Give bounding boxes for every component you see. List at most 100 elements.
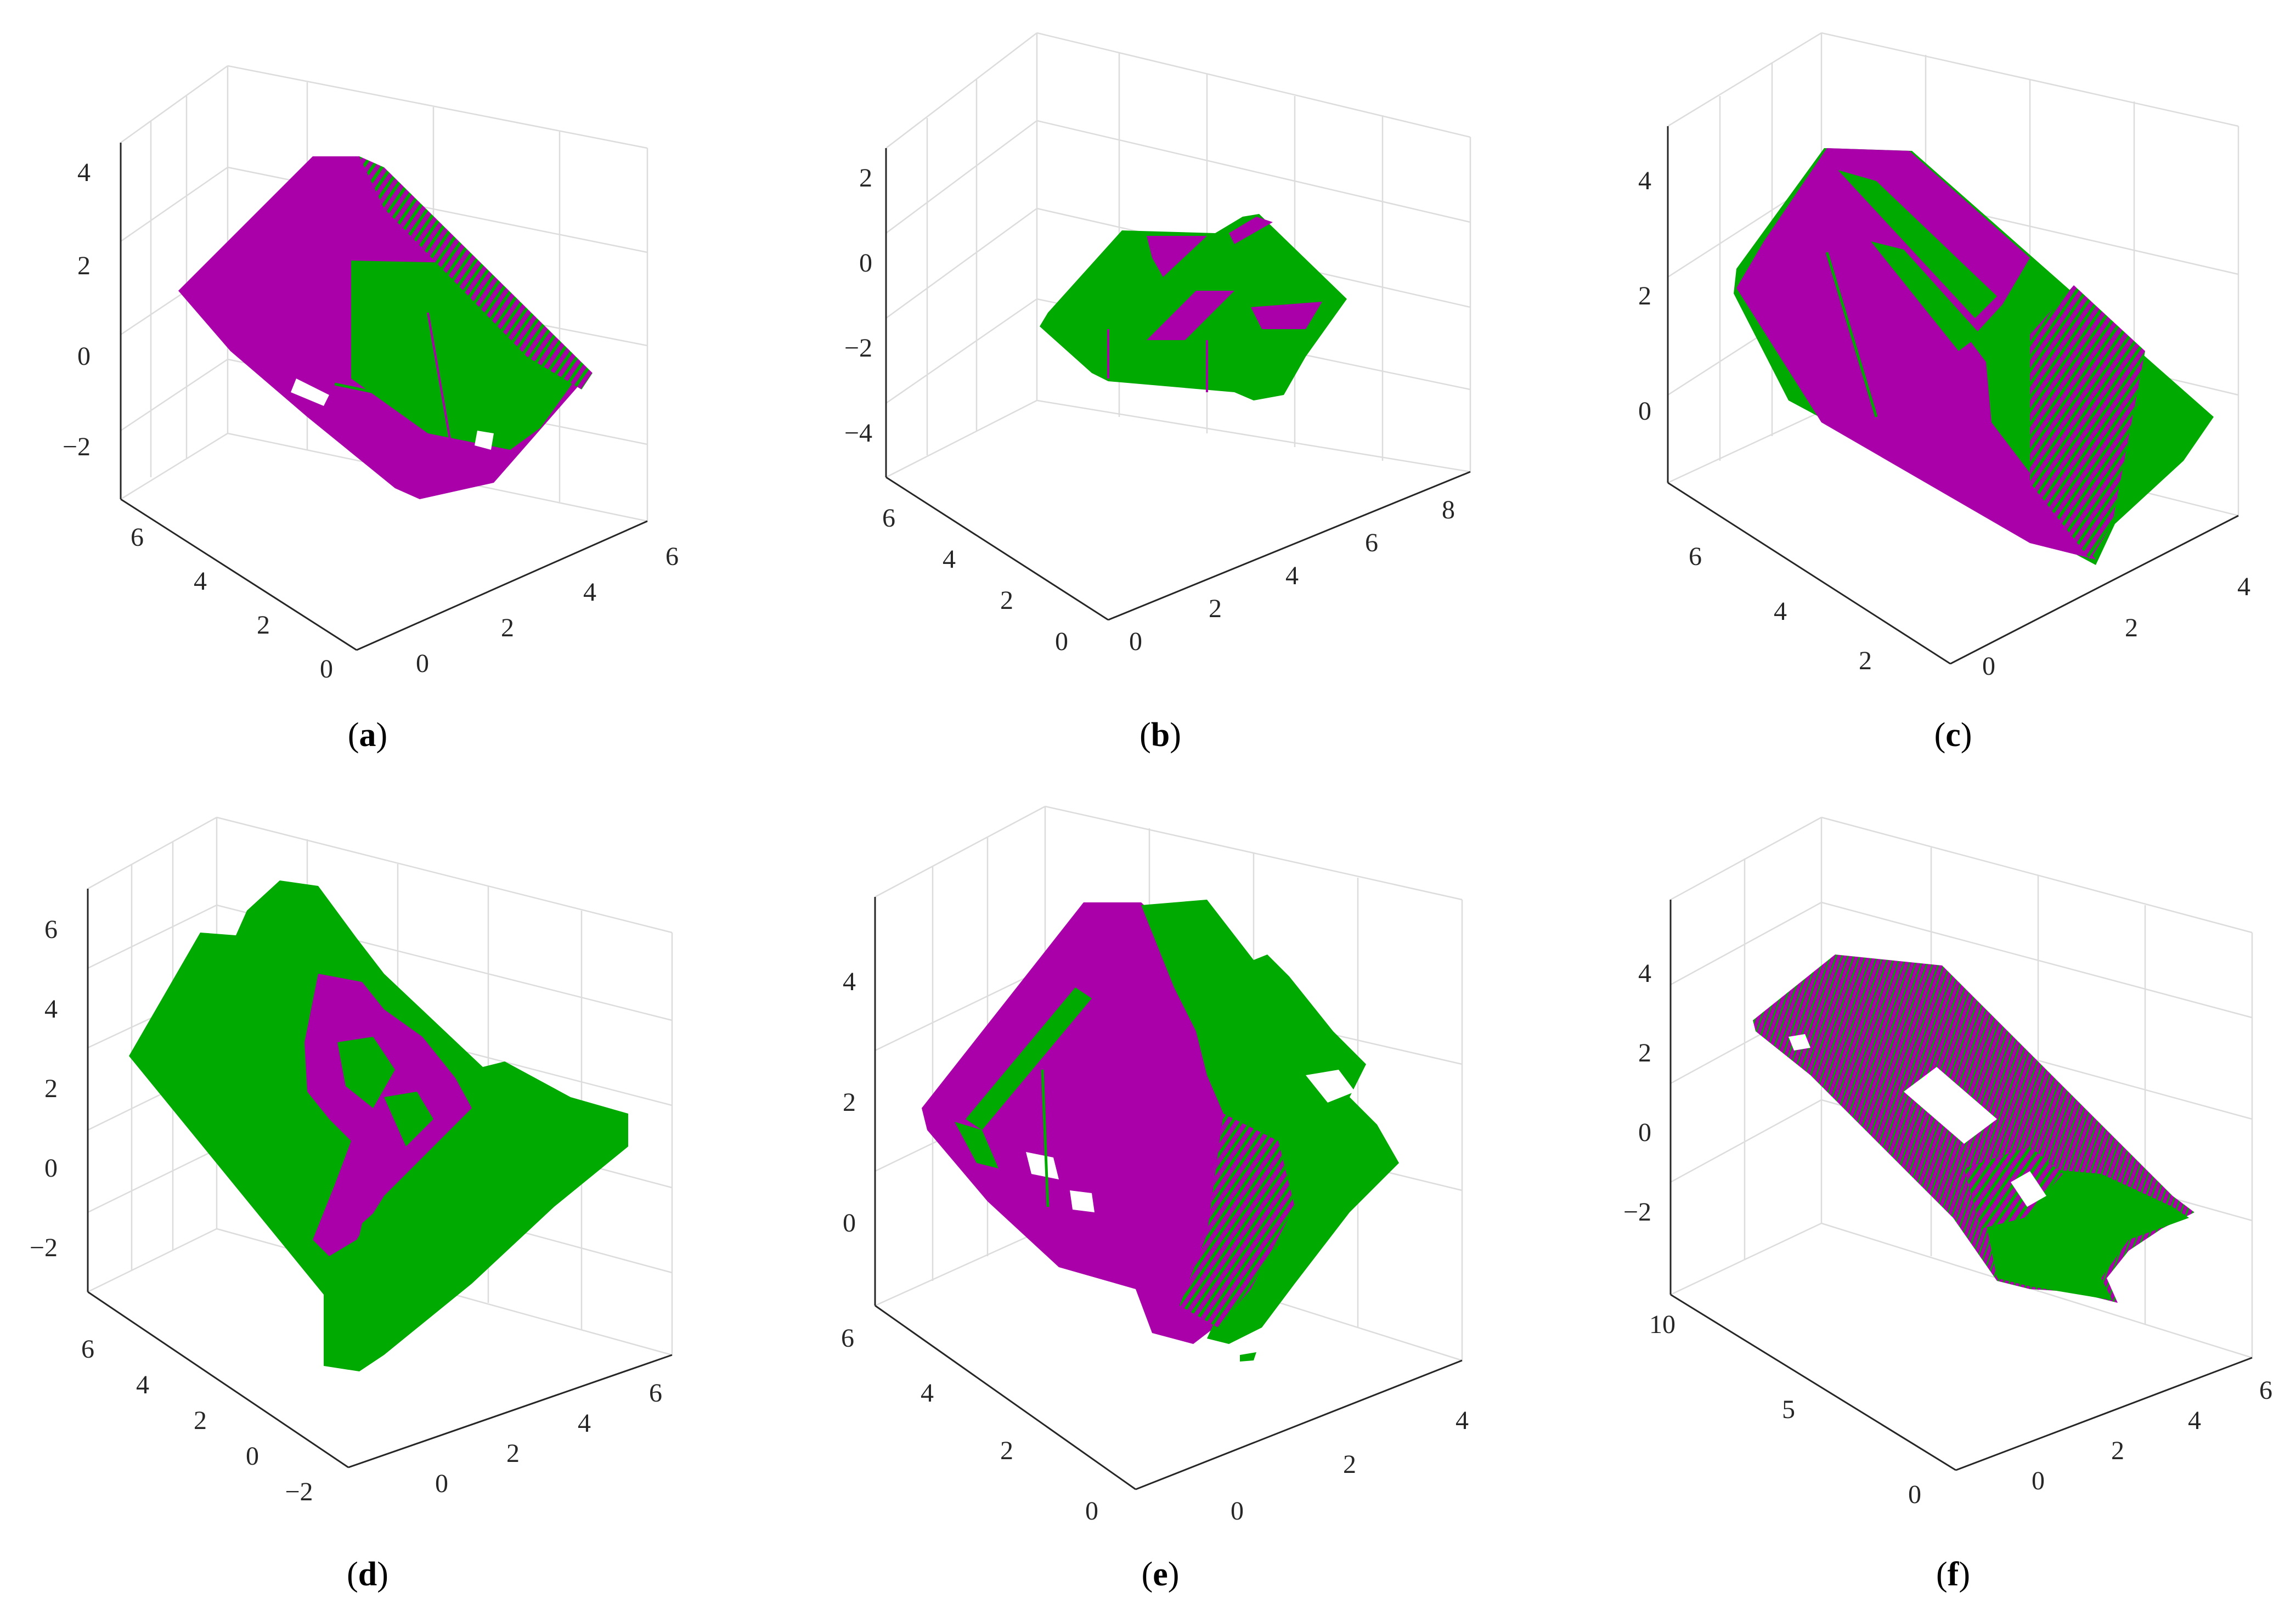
panel-d-z-tick: 6 <box>44 915 58 944</box>
panel-d-x-tick: 2 <box>506 1439 520 1468</box>
panel-e-axes <box>874 897 1463 1490</box>
panel-a-z-tick: 0 <box>77 342 91 371</box>
panel-f-z-tick: 2 <box>1638 1038 1651 1068</box>
panel-e-y-ticks: 0 2 4 6 <box>841 1324 1098 1526</box>
panel-e-x-tick: 0 <box>1231 1496 1244 1526</box>
panel-d-x-tick: 4 <box>578 1409 591 1438</box>
panel-f: −2 0 2 4 0 5 10 0 2 4 6 (f) <box>1623 816 2272 1593</box>
panel-d-x-ticks: 0 2 4 6 <box>435 1379 662 1498</box>
panel-d-y-tick: 0 <box>246 1442 259 1471</box>
panel-c-x-tick: 4 <box>2237 572 2250 601</box>
panel-c-z-tick: 0 <box>1638 397 1651 426</box>
panel-c-y-tick: 2 <box>1859 646 1872 675</box>
panel-c-stripe <box>1871 241 1981 351</box>
panel-e-x-ticks: 0 2 4 <box>1231 1406 1469 1526</box>
panel-b-y-ticks: 0 2 4 6 <box>882 504 1068 656</box>
panel-a-hole <box>475 431 494 450</box>
panel-c-y-tick: 6 <box>1689 542 1702 571</box>
panel-a-z-tick: 2 <box>77 251 91 280</box>
panel-d-y-tick: −2 <box>285 1477 313 1506</box>
panel-f-axes <box>1669 900 2253 1471</box>
panel-f-y-tick: 0 <box>1908 1480 1921 1509</box>
panel-d-y-tick: 6 <box>81 1335 94 1364</box>
panel-b-magenta-right <box>1251 302 1322 329</box>
panel-c-z-tick: 4 <box>1638 166 1651 195</box>
panel-a-y-ticks: 0 2 4 6 <box>131 523 333 684</box>
panel-a-z-tick: −2 <box>63 432 91 461</box>
panel-c-x-tick: 2 <box>2125 613 2138 642</box>
panel-d-y-tick: 4 <box>136 1370 149 1399</box>
panel-e-stripe <box>1041 1069 1050 1207</box>
panel-c-axes <box>1667 126 2239 665</box>
panel-b-x-tick: 4 <box>1285 561 1299 590</box>
panel-d-z-tick: 2 <box>44 1074 58 1103</box>
panel-e-y-tick: 0 <box>1085 1496 1098 1526</box>
panel-f-z-tick: 4 <box>1638 959 1651 988</box>
panel-e-y-tick: 6 <box>841 1324 854 1353</box>
panel-c-caption: (c) <box>1934 716 1972 754</box>
panel-f-z-tick: 0 <box>1638 1118 1651 1147</box>
panel-e-hole <box>1306 1070 1355 1103</box>
panel-b-magenta-top-right <box>1229 217 1273 244</box>
panel-b-x-tick: 0 <box>1129 627 1142 656</box>
panel-d-z-tick: 4 <box>44 995 58 1024</box>
panel-f-x-tick: 6 <box>2259 1376 2272 1405</box>
panel-a-x-tick: 4 <box>583 578 596 607</box>
panel-f-hole <box>1789 1034 1810 1050</box>
panel-d-z-tick: −2 <box>30 1233 58 1262</box>
panel-d-caption: (d) <box>347 1556 388 1593</box>
panel-d-y-ticks: −2 0 2 4 6 <box>81 1335 313 1506</box>
panel-c-mixed-edge <box>2030 285 2145 560</box>
panel-a: −2 0 2 4 0 2 4 6 0 2 4 6 (a) <box>63 65 679 754</box>
panel-a-mixed-edge <box>359 156 593 389</box>
panel-b-z-tick: 0 <box>859 248 872 278</box>
panel-e-green-right <box>1141 900 1399 1344</box>
panel-d-z-ticks: −2 0 2 4 6 <box>30 915 58 1262</box>
panel-f-z-ticks: −2 0 2 4 <box>1623 959 1651 1227</box>
panel-e-x-tick: 4 <box>1456 1406 1469 1435</box>
panel-a-point-cloud <box>178 156 593 499</box>
panel-c-magenta-points <box>1736 148 2096 560</box>
panel-e-green-left <box>955 1122 998 1168</box>
panel-b-x-tick: 2 <box>1209 594 1222 623</box>
panel-d-x-tick: 6 <box>649 1379 662 1408</box>
panel-e-caption: (e) <box>1142 1556 1180 1593</box>
panel-d-z-tick: 0 <box>44 1154 58 1183</box>
panel-e-point-cloud <box>922 900 1399 1362</box>
panel-d-green-inner <box>384 1092 433 1146</box>
panel-b-y-tick: 4 <box>943 545 956 574</box>
panel-b-magenta-centre <box>1147 291 1234 340</box>
panel-f-mixed-band <box>1964 1146 2063 1229</box>
panel-c-z-tick: 2 <box>1638 281 1651 310</box>
panel-a-z-ticks: −2 0 2 4 <box>63 158 91 461</box>
panel-a-x-tick: 2 <box>501 613 514 642</box>
panel-a-axes <box>120 143 648 651</box>
panel-c-z-ticks: 0 2 4 <box>1638 166 1651 426</box>
panel-e-z-tick: 4 <box>843 967 856 996</box>
panel-b: −4 −2 0 2 0 2 4 6 0 2 4 6 8 (b) <box>844 32 1471 754</box>
panel-a-x-tick: 6 <box>665 542 679 571</box>
panel-c-point-cloud <box>1734 148 2214 565</box>
panel-b-caption: (b) <box>1139 716 1181 754</box>
panel-f-x-tick: 0 <box>2032 1466 2045 1495</box>
panel-f-hole <box>1904 1067 1997 1144</box>
panel-f-y-ticks: 0 5 10 <box>1649 1310 1921 1509</box>
panel-d-x-tick: 0 <box>435 1469 448 1498</box>
panel-f-hole <box>2011 1171 2046 1207</box>
panel-d-y-tick: 2 <box>194 1406 207 1435</box>
panel-f-point-cloud <box>1753 955 2195 1303</box>
panel-e-z-ticks: 0 2 4 <box>843 967 856 1238</box>
panel-c-stripe <box>1838 170 1997 318</box>
panel-f-y-tick: 10 <box>1649 1310 1676 1339</box>
panel-f-x-tick: 4 <box>2188 1406 2201 1435</box>
panel-e: 0 2 4 0 2 4 6 0 2 4 (e) <box>841 805 1469 1593</box>
panel-d: −2 0 2 4 6 −2 0 2 4 6 0 2 4 6 (d) <box>30 816 673 1593</box>
panel-b-x-tick: 8 <box>1442 495 1455 524</box>
panel-b-axes <box>885 148 1471 621</box>
panel-d-point-cloud <box>129 880 628 1371</box>
panel-c: 0 2 4 2 4 6 0 2 4 (c) <box>1638 32 2250 754</box>
panel-d-axes <box>87 889 673 1469</box>
panel-f-y-tick: 5 <box>1782 1395 1795 1424</box>
panel-e-fragment <box>1240 1352 1256 1362</box>
panel-f-x-ticks: 0 2 4 6 <box>2032 1376 2272 1495</box>
